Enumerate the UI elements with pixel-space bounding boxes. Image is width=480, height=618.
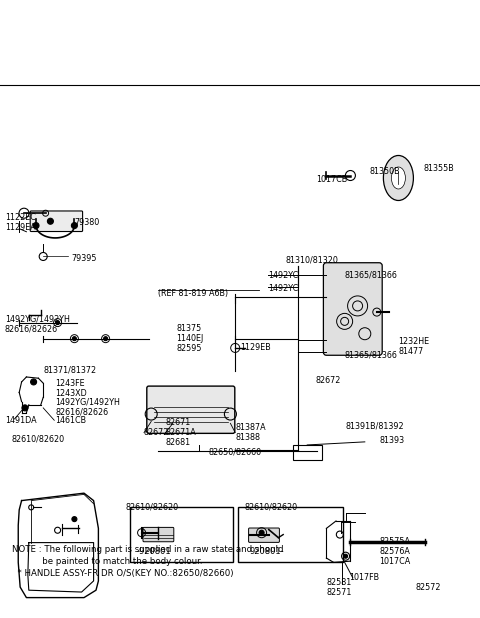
Circle shape	[56, 321, 60, 324]
Bar	[130, 507, 233, 562]
Circle shape	[31, 379, 36, 385]
Ellipse shape	[384, 156, 413, 200]
Text: 82581
82571: 82581 82571	[326, 578, 352, 597]
Text: 81365/81366: 81365/81366	[345, 351, 397, 360]
Circle shape	[72, 337, 76, 341]
Text: 82575A
82576A
1017CA: 82575A 82576A 1017CA	[379, 537, 410, 567]
Text: 81355B: 81355B	[423, 164, 454, 172]
Text: 1129EB: 1129EB	[240, 343, 271, 352]
Text: 1491DA: 1491DA	[5, 416, 36, 425]
FancyBboxPatch shape	[324, 263, 382, 355]
Circle shape	[344, 554, 348, 558]
Text: 1492YC: 1492YC	[268, 271, 298, 279]
Text: 82610/82620: 82610/82620	[12, 434, 65, 443]
Bar	[238, 507, 343, 562]
FancyBboxPatch shape	[249, 528, 279, 543]
Circle shape	[22, 405, 28, 411]
Text: 1232HE
81477: 1232HE 81477	[398, 337, 430, 355]
Text: (REF 81-819 A6B): (REF 81-819 A6B)	[158, 289, 228, 298]
Text: 82572: 82572	[415, 583, 441, 592]
Text: 82610/82620: 82610/82620	[126, 502, 179, 511]
Text: 1017FB: 1017FB	[349, 573, 380, 582]
Text: NOTE : The following part is supplied in a raw state and should: NOTE : The following part is supplied in…	[12, 544, 284, 554]
Text: 82610/82620: 82610/82620	[245, 502, 298, 511]
Text: 1017CB: 1017CB	[316, 175, 347, 184]
Text: be painted to match the body colour.: be painted to match the body colour.	[12, 557, 203, 565]
Text: 1122EC
1129EA: 1122EC 1129EA	[5, 213, 36, 232]
Text: * HANDLE ASSY-FR DR O/S(KEY NO.:82650/82660): * HANDLE ASSY-FR DR O/S(KEY NO.:82650/82…	[12, 569, 233, 578]
Text: 1492YC: 1492YC	[268, 284, 298, 293]
Text: 82672: 82672	[316, 376, 341, 384]
Text: 1243FE
1243XD: 1243FE 1243XD	[55, 379, 87, 397]
Text: -920801: -920801	[137, 548, 171, 556]
Text: 82650/82660: 82650/82660	[209, 448, 262, 457]
Text: 81375
1140EJ
82595: 81375 1140EJ 82595	[177, 324, 204, 353]
Text: 82671
82671A
82681: 82671 82671A 82681	[166, 418, 196, 447]
FancyBboxPatch shape	[30, 211, 83, 232]
Text: 82672: 82672	[144, 428, 169, 437]
FancyBboxPatch shape	[143, 527, 174, 542]
Text: 81365/81366: 81365/81366	[345, 271, 397, 279]
Circle shape	[72, 222, 77, 229]
Text: 81387A
81388: 81387A 81388	[235, 423, 266, 442]
Bar	[293, 445, 322, 460]
Ellipse shape	[391, 167, 406, 189]
Text: 1461CB: 1461CB	[55, 416, 86, 425]
Circle shape	[72, 517, 77, 522]
Text: 79395: 79395	[71, 254, 96, 263]
Circle shape	[259, 530, 264, 535]
Text: 81371/81372: 81371/81372	[43, 365, 96, 374]
Circle shape	[33, 222, 39, 229]
Text: 81310/81320: 81310/81320	[286, 255, 338, 264]
FancyBboxPatch shape	[147, 386, 235, 433]
Text: 81393: 81393	[379, 436, 404, 444]
Circle shape	[48, 218, 53, 224]
Text: 81391B/81392: 81391B/81392	[346, 422, 404, 431]
Text: 79380: 79380	[74, 218, 100, 227]
Text: 920801-: 920801-	[250, 548, 284, 556]
Text: 1492YG/1492YH
82616/82626: 1492YG/1492YH 82616/82626	[5, 315, 70, 334]
Circle shape	[104, 337, 108, 341]
Text: 81350B: 81350B	[370, 167, 400, 176]
Text: 1492YG/1492YH
82616/82626: 1492YG/1492YH 82616/82626	[55, 398, 120, 417]
